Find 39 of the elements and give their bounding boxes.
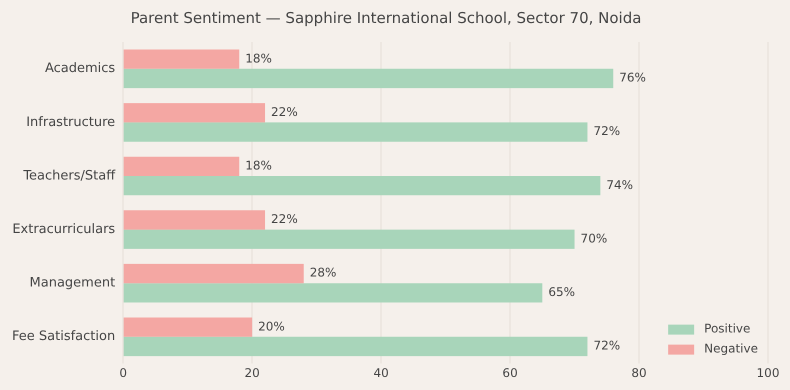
bar: [124, 336, 588, 356]
chart-title: Parent Sentiment — Sapphire International School, Sector 70, Noida: [130, 8, 642, 27]
data-label: 72%: [593, 124, 620, 138]
legend-label: Negative: [704, 342, 758, 356]
bar: [124, 176, 600, 196]
bar: [124, 264, 304, 284]
data-label: 18%: [245, 158, 272, 172]
y-tick-label: Teachers/Staff: [22, 168, 116, 184]
x-tick-label: 80: [631, 366, 647, 380]
x-tick-label: 0: [119, 366, 128, 380]
bar: [124, 230, 575, 249]
legend-label: Positive: [704, 322, 750, 336]
data-label: 20%: [258, 319, 285, 334]
y-tick-label: Academics: [44, 61, 116, 76]
data-label: 76%: [619, 70, 646, 85]
data-label: 72%: [593, 338, 620, 353]
data-label: 74%: [606, 178, 634, 192]
y-tick-label: Management: [30, 276, 116, 291]
data-label: 70%: [580, 231, 608, 246]
data-label: 22%: [271, 104, 298, 119]
x-tick-label: 100: [756, 366, 780, 380]
y-tick-label: Fee Satisfaction: [12, 329, 116, 344]
y-tick-label: Infrastructure: [26, 114, 116, 130]
bar: [124, 318, 252, 337]
x-tick-label: 20: [244, 366, 260, 380]
bar: [124, 122, 588, 142]
bar: [124, 283, 542, 302]
bar: [124, 103, 266, 122]
x-tick-label: 40: [373, 366, 389, 380]
y-tick-label: Extracurriculars: [12, 222, 116, 237]
data-label: 28%: [310, 266, 336, 280]
bar: [124, 210, 266, 230]
data-label: 65%: [548, 284, 575, 299]
bar: [124, 68, 614, 88]
bar: [124, 50, 240, 69]
bar: [124, 156, 240, 176]
data-label: 18%: [245, 51, 272, 66]
x-tick-label: 60: [502, 366, 518, 380]
data-label: 22%: [271, 212, 298, 226]
